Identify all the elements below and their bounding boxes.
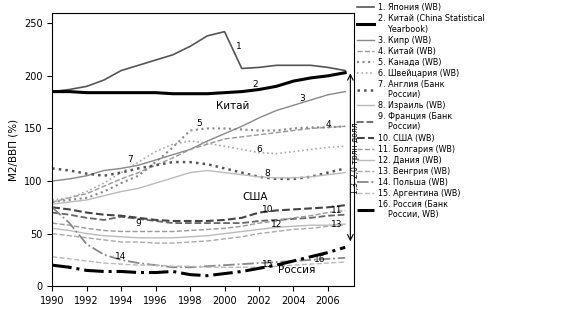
- Text: 16: 16: [314, 255, 325, 264]
- Legend: 1. Япония (WB), 2. Китай (China Statistical
    Yearbook), 3. Кипр (WB), 4. Кита: 1. Япония (WB), 2. Китай (China Statisti…: [357, 3, 484, 219]
- Text: 15: 15: [262, 259, 273, 269]
- Text: 6: 6: [256, 145, 262, 154]
- Text: Россия: Россия: [278, 265, 316, 275]
- Text: 5: 5: [196, 119, 202, 128]
- Text: 2: 2: [253, 80, 258, 89]
- Text: 14: 14: [115, 252, 127, 261]
- Text: Китай: Китай: [216, 100, 250, 111]
- Text: 10: 10: [262, 205, 273, 214]
- Text: США: США: [243, 192, 269, 202]
- Y-axis label: М2/ВВП (%): М2/ВВП (%): [8, 118, 19, 181]
- Text: 8: 8: [264, 169, 270, 178]
- Text: 12: 12: [270, 220, 282, 229]
- Text: 9: 9: [136, 218, 142, 228]
- Text: 11: 11: [331, 206, 342, 215]
- Text: 4: 4: [325, 120, 331, 129]
- Text: 1: 1: [235, 42, 241, 51]
- Text: 13: 13: [331, 220, 342, 229]
- Text: 1,3–2,0 трлн долл.: 1,3–2,0 трлн долл.: [351, 120, 360, 194]
- Text: 3: 3: [299, 94, 305, 103]
- Text: 7: 7: [127, 156, 133, 164]
